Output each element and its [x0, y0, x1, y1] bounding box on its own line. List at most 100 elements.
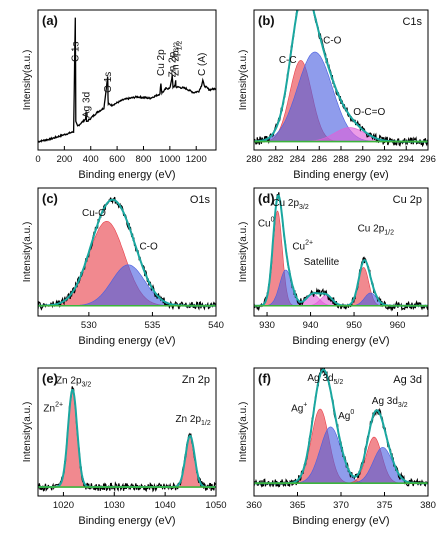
peak-label-text: Cu [258, 218, 271, 229]
peak-label: C-O [323, 36, 342, 47]
y-axis-label: Intensity(a.u.) [22, 222, 33, 283]
peak-label: Zn 2p1/2 [175, 414, 210, 427]
peak-label-text: Ag 3d [372, 396, 398, 407]
peak-label-text: Cu [292, 241, 305, 252]
x-axis-label: Binding energy (eV) [292, 515, 389, 527]
peak-label: Cu0 [258, 216, 275, 229]
peak-label-text: Cu 2p [272, 198, 299, 209]
y-axis-label: Intensity(a.u.) [238, 222, 249, 283]
plot-area [38, 386, 216, 493]
peak-label-subscript: 1/2 [384, 230, 394, 237]
panel-title: Ag 3d [393, 374, 422, 386]
x-tick-label: 940 [303, 320, 319, 331]
plot-area [38, 196, 216, 311]
plot-frame [253, 187, 429, 317]
x-tick-label: 375 [377, 500, 393, 511]
y-axis-label: Intensity(a.u.) [238, 50, 249, 111]
peak-label-superscript: 0 [350, 409, 354, 416]
x-tick-label: 530 [81, 320, 97, 331]
panel-tag: (f) [258, 371, 271, 386]
chart-panel-1: C 1s Ag 3d O 1s Cu 2p Zn 2p3/2Zn 2p1/2 C (A) 0… [22, 9, 217, 181]
x-tick-label: 380 [420, 500, 436, 511]
x-tick-label: 286 [311, 154, 327, 165]
peak-label-text: Satellite [304, 257, 340, 268]
plot-area [254, 10, 428, 148]
peak-label: O-C=O [353, 107, 385, 118]
peak-label-text: Ag 3d [307, 373, 333, 384]
panel-title: C1s [402, 16, 422, 28]
peak-label-superscript: 2+ [55, 402, 63, 409]
peak-label-text: Zn [43, 404, 55, 415]
peak-label: Cu-O [82, 208, 106, 219]
y-axis-label: Intensity(a.u.) [22, 402, 33, 463]
x-tick-label: 535 [144, 320, 160, 331]
panel-title: Cu 2p [393, 194, 422, 206]
peak-label: Ag+ [291, 402, 307, 415]
chart-panel-3: Cu-O C-O 530 535 540 (c) O1s Binding energy (eV… [22, 187, 224, 347]
peak-label: Satellite [304, 257, 340, 268]
chart-panel-2: C-C C-O O-C=O 280 282 284 286 288 290 292 294 296 (b… [238, 9, 436, 181]
panel-title: O1s [190, 194, 211, 206]
peak-label-text: C-C [279, 55, 297, 66]
peak-label-text: Zn 2p [56, 375, 82, 386]
peak-label: Ag 3d5/2 [307, 373, 343, 386]
x-axis-label: Binding energy (eV) [78, 335, 175, 347]
x-tick-label: 1200 [186, 154, 207, 165]
x-tick-label: 400 [83, 154, 99, 165]
peak-label-subscript: 5/2 [334, 379, 344, 386]
plot-frame [37, 187, 217, 317]
peak-label: Cu 2p1/2 [358, 224, 395, 237]
peak-label-text: Cu-O [82, 208, 106, 219]
x-tick-label: 284 [290, 154, 306, 165]
panel-tag: (e) [42, 371, 58, 386]
peak-annotation: O 1s [103, 72, 114, 93]
x-tick-label: 930 [259, 320, 275, 331]
panel-tag: (b) [258, 13, 275, 28]
x-tick-label: 540 [208, 320, 224, 331]
x-tick-label: 950 [346, 320, 362, 331]
peak-label: Ag0 [338, 409, 354, 422]
x-tick-label: 1000 [159, 154, 180, 165]
panel-tag: (d) [258, 191, 275, 206]
peak-label-subscript: 1/2 [201, 420, 211, 427]
peak-label-subscript: 3/2 [398, 402, 408, 409]
peak-label-superscript: 2+ [305, 239, 313, 246]
plot-area [254, 368, 428, 488]
x-axis-label: Binding energy (ev) [293, 169, 388, 181]
peak-label-superscript: + [303, 402, 307, 409]
x-tick-label: 1020 [53, 500, 74, 511]
x-axis-label: Binding energy (eV) [78, 169, 175, 181]
peak-label-text: Ag [291, 404, 303, 415]
x-tick-label: 288 [333, 154, 349, 165]
x-tick-label: 1040 [155, 500, 176, 511]
x-axis-label: Binding energy (eV) [78, 515, 175, 527]
x-tick-label: 960 [390, 320, 406, 331]
survey-spectrum-line [38, 17, 216, 143]
peak-annotation: Zn 2p1/2 [171, 41, 184, 76]
peak-label: Zn2+ [43, 402, 63, 415]
x-tick-label: 600 [109, 154, 125, 165]
peak-annotation: C (A) [197, 53, 208, 76]
x-tick-label: 200 [56, 154, 72, 165]
plot-frame [37, 9, 217, 151]
peak-label-subscript: 3/2 [299, 204, 309, 211]
y-axis-label: Intensity(a.u.) [22, 50, 33, 111]
peak-label-text: Zn 2p [175, 414, 201, 425]
peak-label-text: Cu 2p [358, 224, 385, 235]
peak-label: Zn 2p3/2 [56, 375, 91, 388]
x-tick-label: 1050 [205, 500, 226, 511]
x-tick-label: 280 [246, 154, 262, 165]
panel-tag: (c) [42, 191, 58, 206]
x-axis-label: Binding energy (eV) [292, 335, 389, 347]
peak-label-text: Ag [338, 411, 350, 422]
x-tick-label: 1030 [104, 500, 125, 511]
peak-annotation: C 1s [71, 41, 82, 62]
peak-label: Cu2+ [292, 239, 313, 252]
peak-label-subscript: 3/2 [82, 381, 92, 388]
peak-annotation: Cu 2p [156, 49, 167, 76]
x-tick-label: 282 [268, 154, 284, 165]
